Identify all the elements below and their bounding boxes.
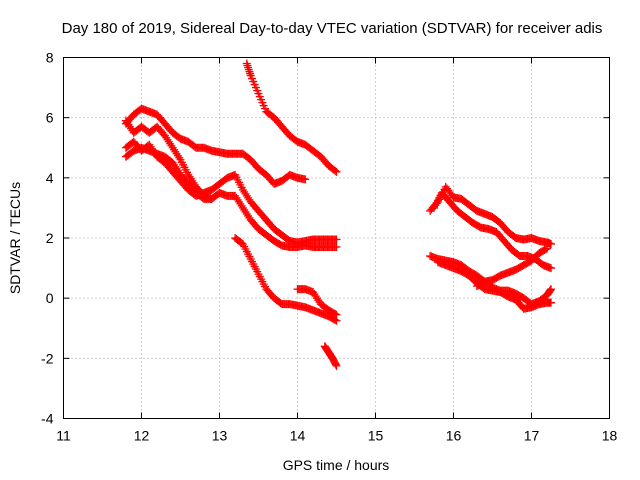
- data-point: [301, 175, 310, 184]
- data-point: [543, 244, 552, 253]
- data-point: [172, 164, 181, 173]
- series-track-a: [121, 104, 310, 188]
- data-point: [170, 145, 178, 154]
- axis-ticks: 11 12 13 14 15 16 17 18 -4 -2 0 2 4 6 8: [41, 50, 617, 444]
- data-point: [240, 187, 249, 196]
- data-point: [170, 160, 178, 169]
- data-point: [160, 131, 169, 140]
- series-track-g: [293, 285, 341, 319]
- data-point: [121, 116, 130, 125]
- series-track-e: [242, 59, 341, 176]
- data-point: [541, 245, 550, 254]
- x-tick-label: 12: [134, 428, 150, 444]
- data-point: [172, 149, 181, 158]
- data-point: [244, 211, 253, 220]
- data-point: [242, 209, 251, 218]
- data-point: [207, 194, 216, 203]
- data-point: [243, 61, 252, 70]
- x-tick-label: 17: [524, 428, 540, 444]
- x-tick-label: 13: [212, 428, 228, 444]
- data-point: [185, 172, 194, 181]
- data-point: [310, 290, 319, 299]
- data-point: [245, 67, 254, 76]
- data-point: [124, 120, 133, 129]
- data-point: [171, 147, 180, 156]
- data-point: [173, 166, 182, 175]
- series-track-j: [430, 188, 555, 273]
- data-point: [237, 201, 246, 210]
- data-points: [121, 59, 555, 370]
- data-point: [171, 162, 180, 171]
- data-point: [311, 292, 320, 301]
- data-point: [123, 118, 132, 127]
- data-point: [331, 309, 340, 318]
- series-track-b: [121, 116, 341, 252]
- data-point: [242, 191, 251, 200]
- data-point: [244, 193, 253, 202]
- data-point: [331, 166, 340, 175]
- data-point: [332, 310, 341, 319]
- x-tick-label: 14: [290, 428, 306, 444]
- y-tick-label: -2: [41, 350, 54, 366]
- data-point: [313, 294, 321, 303]
- data-point: [168, 143, 177, 152]
- y-axis-label: SDTVAR / TECUs: [7, 182, 23, 294]
- data-point: [168, 158, 177, 167]
- data-point: [163, 135, 172, 144]
- data-point: [235, 197, 243, 206]
- x-axis-label: GPS time / hours: [283, 457, 390, 473]
- data-point: [241, 189, 250, 198]
- data-point: [547, 285, 555, 294]
- data-point: [314, 296, 323, 305]
- data-point: [162, 133, 171, 142]
- data-point: [241, 207, 250, 216]
- y-tick-label: -4: [41, 411, 54, 427]
- series-track-d: [121, 143, 216, 203]
- data-point: [547, 240, 555, 249]
- y-tick-label: 0: [46, 290, 54, 306]
- data-point: [238, 203, 247, 212]
- data-point: [173, 151, 182, 160]
- data-point: [233, 195, 242, 204]
- x-tick-label: 16: [446, 428, 462, 444]
- chart-title: Day 180 of 2019, Sidereal Day-to-day VTE…: [62, 20, 603, 37]
- data-point: [166, 139, 175, 148]
- data-point: [167, 141, 176, 150]
- data-point: [238, 185, 247, 194]
- data-point: [184, 170, 193, 179]
- data-point: [232, 193, 241, 202]
- data-point: [547, 264, 555, 273]
- series-track-h: [320, 342, 341, 370]
- data-point: [175, 153, 184, 162]
- y-tick-label: 6: [46, 110, 54, 126]
- data-point: [164, 137, 173, 146]
- data-point: [547, 298, 555, 307]
- y-tick-label: 2: [46, 230, 54, 246]
- series-track-f: [231, 234, 341, 325]
- data-point: [231, 191, 240, 200]
- x-tick-label: 15: [368, 428, 384, 444]
- data-point: [236, 199, 245, 208]
- data-point: [240, 205, 249, 214]
- series-track-m: [472, 244, 552, 291]
- data-point: [332, 235, 341, 244]
- x-tick-label: 11: [56, 428, 71, 444]
- data-point: [332, 361, 341, 370]
- data-point: [332, 167, 341, 176]
- x-tick-label: 18: [602, 428, 618, 444]
- data-point: [309, 288, 318, 297]
- data-point: [125, 122, 134, 131]
- data-point: [332, 243, 341, 252]
- y-tick-label: 8: [46, 50, 54, 66]
- y-tick-label: 4: [46, 170, 54, 186]
